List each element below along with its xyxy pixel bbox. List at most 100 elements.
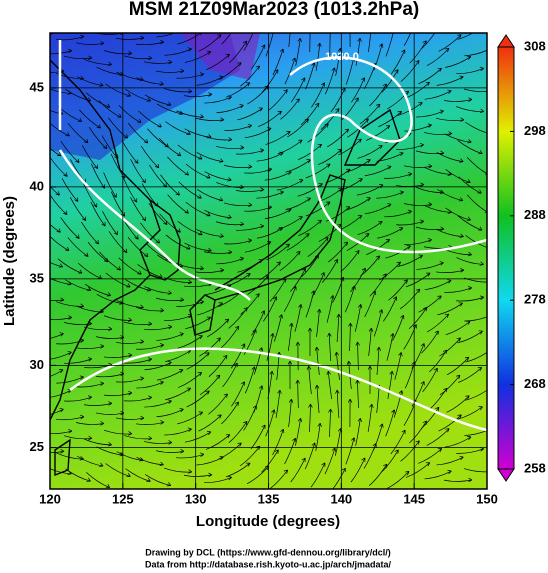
streamline (421, 330, 439, 354)
streamline (328, 241, 349, 263)
streamline (411, 381, 425, 407)
streamline (376, 190, 404, 199)
streamline (95, 335, 125, 340)
streamline (184, 242, 212, 253)
streamline (144, 324, 173, 331)
streamline (206, 434, 231, 450)
streamline (159, 213, 181, 233)
streamline (165, 234, 191, 250)
streamline (155, 449, 185, 454)
streamline (295, 379, 300, 409)
streamline (96, 371, 125, 378)
streamline (436, 455, 464, 466)
streamline (280, 98, 300, 120)
streamline (416, 261, 444, 270)
streamline (288, 398, 294, 427)
streamline (223, 202, 253, 208)
streamline (196, 189, 224, 202)
streamline (446, 395, 470, 413)
coastline (50, 59, 401, 477)
streamline (315, 422, 322, 451)
streamline (143, 59, 173, 65)
streamline (164, 47, 192, 56)
streamline (104, 429, 133, 436)
streamline (253, 347, 264, 375)
streamline (314, 384, 320, 413)
streamline (136, 456, 164, 466)
streamline (463, 468, 487, 473)
streamline (320, 108, 340, 130)
streamline (325, 168, 351, 184)
streamline (272, 428, 285, 456)
streamline (287, 360, 293, 390)
streamline (294, 304, 303, 332)
streamline (355, 417, 362, 446)
streamline (314, 346, 320, 375)
streamline (204, 171, 232, 182)
colorbar-tick-label: 298 (524, 123, 546, 138)
streamline (237, 259, 263, 273)
streamline (135, 307, 165, 313)
streamline (265, 131, 291, 145)
streamline (115, 339, 145, 344)
streamline (266, 333, 275, 361)
streamline (265, 33, 276, 57)
streamline (127, 122, 149, 144)
streamline (275, 389, 282, 418)
streamline (144, 361, 172, 371)
streamline (348, 322, 353, 352)
streamline (387, 90, 410, 110)
streamline (458, 367, 483, 383)
streamline (90, 201, 106, 227)
streamline (164, 427, 192, 436)
x-tick-label: 145 (403, 491, 425, 506)
streamline (400, 440, 420, 462)
streamline (50, 315, 73, 320)
streamline (178, 372, 203, 388)
streamline (144, 286, 172, 295)
streamline (50, 449, 65, 454)
streamline (376, 226, 404, 239)
streamline (403, 163, 433, 169)
x-tick-label: 120 (39, 491, 61, 506)
streamline (256, 190, 284, 199)
colorbar-min-triangle (497, 468, 515, 482)
streamline (50, 297, 65, 302)
streamline (315, 42, 322, 71)
streamline (239, 445, 261, 467)
y-tick-label: 40 (30, 178, 44, 193)
streamline (427, 313, 450, 333)
streamline (144, 399, 172, 408)
streamline (415, 226, 445, 231)
streamline (456, 257, 484, 266)
streamline (444, 286, 473, 293)
streamline (123, 435, 153, 441)
streamline (385, 409, 396, 437)
streamline (156, 33, 176, 38)
y-tick-label: 30 (30, 357, 44, 372)
streamline (290, 457, 306, 483)
streamline (351, 77, 365, 103)
streamline (387, 370, 394, 399)
streamline (384, 172, 413, 179)
streamline (381, 69, 399, 93)
streamline (288, 33, 291, 47)
streamline (393, 390, 404, 418)
streamline (326, 295, 335, 323)
colorbar-tick-label: 288 (524, 207, 546, 222)
colorbar-tick-label: 308 (524, 38, 546, 53)
streamline (56, 34, 85, 41)
streamline (298, 144, 323, 160)
streamline (225, 273, 251, 287)
streamline (367, 365, 373, 395)
streamline (138, 110, 162, 128)
streamline (136, 343, 165, 350)
streamline (332, 467, 346, 489)
streamline (177, 144, 203, 160)
footer-line: Drawing by DCL (https://www.gfd-dennou.o… (145, 547, 391, 557)
streamline (167, 194, 189, 214)
streamline (359, 103, 381, 125)
streamline (300, 102, 320, 126)
streamline (305, 163, 331, 179)
streamline (355, 341, 360, 371)
